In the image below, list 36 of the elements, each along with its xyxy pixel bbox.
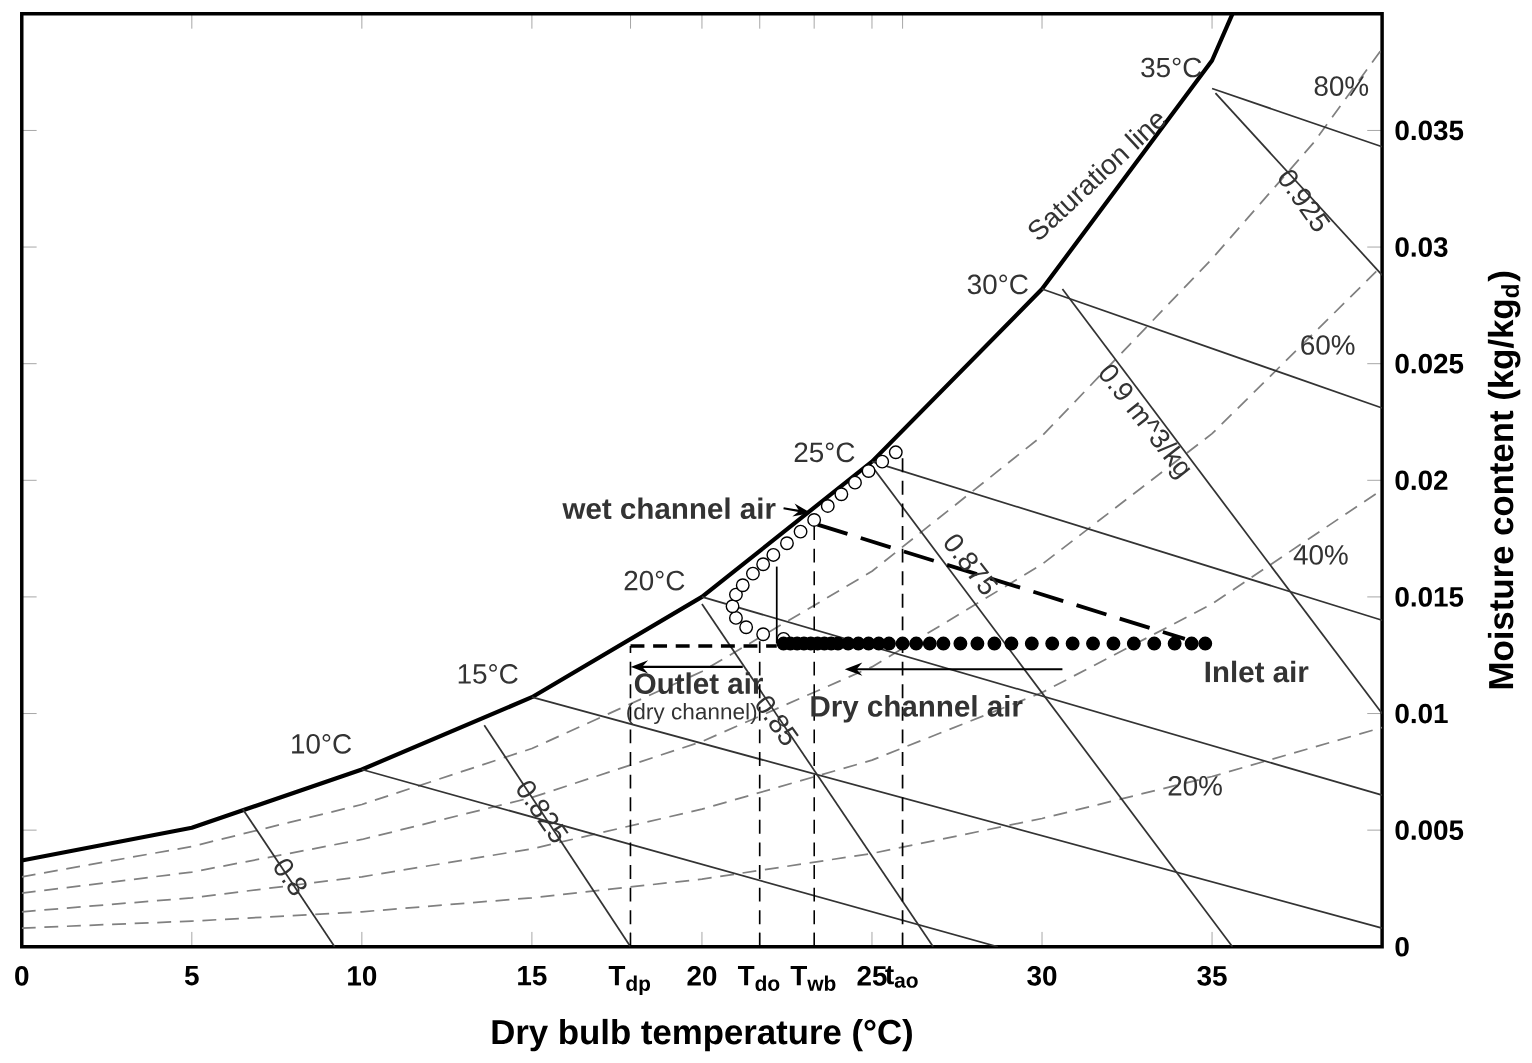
x-tick-label: T$_{wb}$ bbox=[790, 966, 836, 991]
y-tick-label: 0.03 bbox=[1395, 237, 1448, 258]
y-axis-title: Moisture content (kg/kg$_{d}$) bbox=[1487, 271, 1521, 689]
x-tick-label: 5 bbox=[184, 966, 199, 986]
annotation: 35°C bbox=[1141, 57, 1202, 78]
annotation: Inlet air bbox=[1205, 660, 1309, 683]
y-tick-label: 0.02 bbox=[1395, 470, 1448, 491]
y-tick-label: 0.025 bbox=[1395, 353, 1464, 374]
x-tick-label: 15 bbox=[518, 966, 547, 986]
x-tick-label: t$_{ao}$ bbox=[885, 966, 918, 988]
y-tick-label: 0.005 bbox=[1395, 820, 1464, 841]
annotation: 25°C bbox=[794, 442, 855, 463]
x-axis-title: Dry bulb temperature (°C) bbox=[492, 1018, 912, 1052]
x-tick-label: 10 bbox=[348, 966, 377, 986]
x-tick-label: 35 bbox=[1197, 966, 1227, 986]
x-tick-label: 20 bbox=[687, 966, 717, 986]
annotation: 10°C bbox=[292, 734, 352, 754]
annotation: 20% bbox=[1168, 776, 1222, 796]
x-tick-label: 30 bbox=[1027, 966, 1057, 986]
annotation: Dry channel air bbox=[811, 695, 1023, 723]
annotation: 60% bbox=[1301, 335, 1355, 355]
x-tick-label: T$_{do}$ bbox=[737, 966, 780, 991]
y-tick-label: 0.035 bbox=[1395, 120, 1464, 141]
annotation: 15°C bbox=[458, 664, 518, 684]
annotation: 40% bbox=[1293, 545, 1348, 565]
annotation: 0.8 bbox=[274, 858, 307, 896]
x-tick-label: T$_{dp}$ bbox=[608, 966, 651, 996]
annotation: 20°C bbox=[624, 570, 685, 591]
y-tick-label: 0.01 bbox=[1395, 703, 1448, 724]
y-tick-label: 0 bbox=[1395, 936, 1409, 957]
annotation: 30°C bbox=[967, 274, 1028, 295]
annotation: wet channel air bbox=[562, 497, 776, 520]
y-tick-label: 0.015 bbox=[1395, 587, 1464, 607]
x-tick-label: 0 bbox=[15, 966, 29, 986]
annotation: 80% bbox=[1314, 76, 1369, 97]
x-tick-label: 25 bbox=[857, 966, 887, 986]
